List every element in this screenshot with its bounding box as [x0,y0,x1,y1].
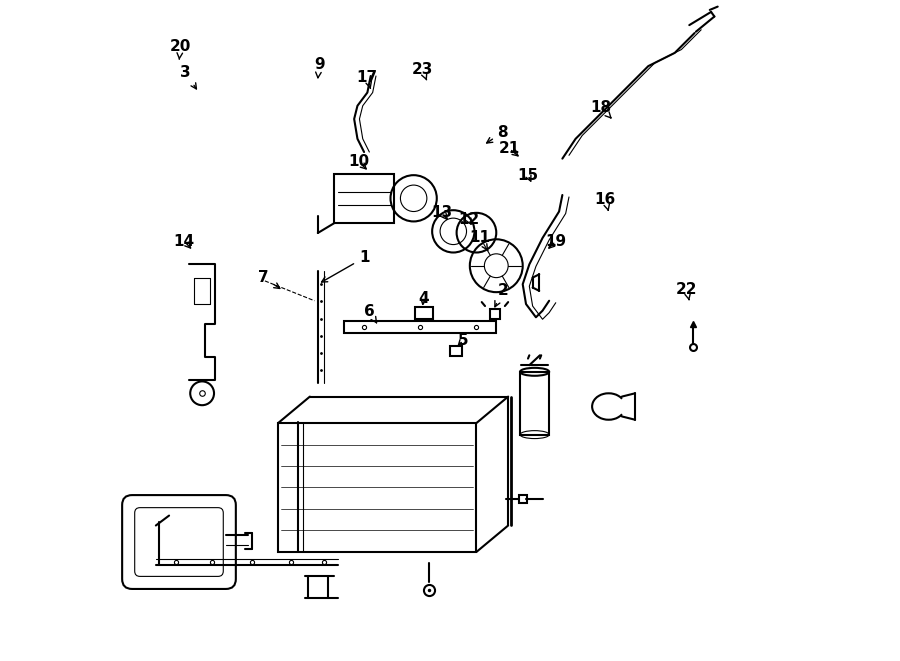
Text: 18: 18 [590,100,611,118]
Text: 4: 4 [418,292,429,306]
Text: 1: 1 [321,251,369,282]
Text: 15: 15 [518,168,538,182]
Text: 12: 12 [458,212,479,227]
Text: 16: 16 [595,192,616,210]
Text: 19: 19 [545,234,566,249]
Text: 7: 7 [258,270,280,288]
Bar [334,174,394,223]
Text: 11: 11 [469,231,491,251]
Bar [344,321,496,333]
Text: 13: 13 [431,206,453,220]
Text: 14: 14 [174,234,194,249]
Bar [278,423,476,552]
Text: 6: 6 [364,305,376,323]
Text: 21: 21 [499,141,520,156]
Text: 3: 3 [180,65,196,89]
Bar [520,371,549,435]
Text: 23: 23 [411,62,433,80]
Text: 5: 5 [458,333,469,348]
Text: 9: 9 [314,57,324,78]
Text: 22: 22 [676,282,698,300]
Text: 20: 20 [169,39,191,59]
Text: 2: 2 [495,284,508,307]
Text: 10: 10 [348,155,369,169]
Text: 8: 8 [487,125,508,143]
Text: 17: 17 [356,71,378,89]
Bar [415,307,434,319]
Bar [450,346,462,356]
